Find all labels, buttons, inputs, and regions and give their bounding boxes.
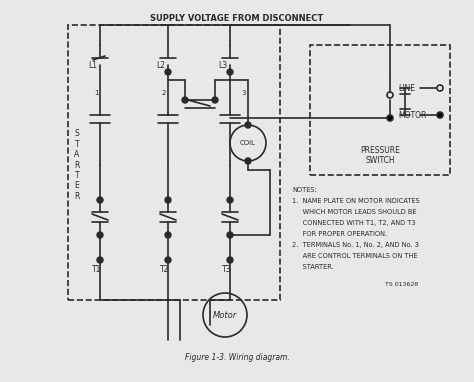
Circle shape xyxy=(97,197,103,203)
Circle shape xyxy=(165,232,171,238)
Circle shape xyxy=(165,197,171,203)
Circle shape xyxy=(245,122,251,128)
Text: 1.  NAME PLATE ON MOTOR INDICATES: 1. NAME PLATE ON MOTOR INDICATES xyxy=(292,198,420,204)
Text: STARTER.: STARTER. xyxy=(292,264,334,270)
Circle shape xyxy=(165,257,171,263)
Circle shape xyxy=(212,97,218,103)
Circle shape xyxy=(227,69,233,75)
Text: COIL: COIL xyxy=(240,140,256,146)
Circle shape xyxy=(227,257,233,263)
Circle shape xyxy=(227,232,233,238)
Text: WHICH MOTOR LEADS SHOULD BE: WHICH MOTOR LEADS SHOULD BE xyxy=(292,209,417,215)
Text: 2.  TERMINALS No. 1, No. 2, AND No. 3: 2. TERMINALS No. 1, No. 2, AND No. 3 xyxy=(292,242,419,248)
Text: NOTES:: NOTES: xyxy=(292,187,317,193)
Circle shape xyxy=(437,85,443,91)
Circle shape xyxy=(437,112,443,118)
Circle shape xyxy=(387,115,393,121)
Text: CONNECTED WITH T1, T2, AND T3: CONNECTED WITH T1, T2, AND T3 xyxy=(292,220,416,226)
Circle shape xyxy=(97,232,103,238)
Text: Motor: Motor xyxy=(213,311,237,319)
Text: T1: T1 xyxy=(92,265,102,275)
Text: ARE CONTROL TERMINALS ON THE: ARE CONTROL TERMINALS ON THE xyxy=(292,253,418,259)
Circle shape xyxy=(182,97,188,103)
Text: 3: 3 xyxy=(242,90,246,96)
Text: 1: 1 xyxy=(94,90,98,96)
Circle shape xyxy=(97,257,103,263)
Text: S
T
A
R
T
E
R: S T A R T E R xyxy=(74,129,80,201)
Circle shape xyxy=(227,197,233,203)
Text: LINE: LINE xyxy=(398,84,415,92)
Text: 2: 2 xyxy=(162,90,166,96)
Text: L1: L1 xyxy=(89,60,98,70)
Text: L2: L2 xyxy=(156,60,165,70)
Text: T2: T2 xyxy=(160,265,170,275)
Text: SWITCH: SWITCH xyxy=(365,155,395,165)
Text: T3: T3 xyxy=(222,265,232,275)
Text: SUPPLY VOLTAGE FROM DISCONNECT: SUPPLY VOLTAGE FROM DISCONNECT xyxy=(150,13,324,23)
Circle shape xyxy=(165,69,171,75)
Text: L3: L3 xyxy=(219,60,228,70)
Text: Figure 1-3. Wiring diagram.: Figure 1-3. Wiring diagram. xyxy=(185,353,289,363)
Text: TS 013628: TS 013628 xyxy=(385,283,418,288)
Circle shape xyxy=(387,92,393,98)
Text: FOR PROPER OPERATION.: FOR PROPER OPERATION. xyxy=(292,231,387,237)
Text: MOTOR: MOTOR xyxy=(398,110,427,120)
Text: PRESSURE: PRESSURE xyxy=(360,146,400,154)
Circle shape xyxy=(245,158,251,164)
